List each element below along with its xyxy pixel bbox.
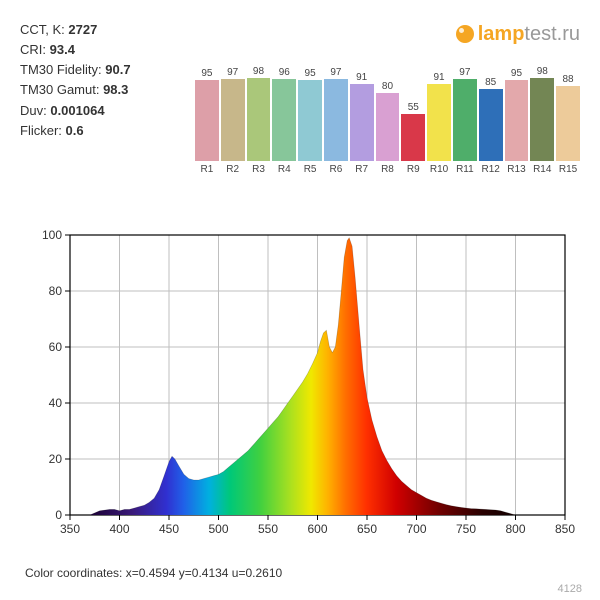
cri-bar xyxy=(401,114,425,161)
svg-text:80: 80 xyxy=(49,284,63,298)
cri-value: 88 xyxy=(562,74,573,85)
cri-value: 85 xyxy=(485,77,496,88)
stat-line: CRI: 93.4 xyxy=(20,40,131,60)
cri-value: 97 xyxy=(330,67,341,78)
cri-bar xyxy=(505,80,529,161)
cri-col-r11: 97 R11 xyxy=(453,67,477,175)
stat-line: CCT, K: 2727 xyxy=(20,20,131,40)
svg-text:100: 100 xyxy=(42,228,62,242)
svg-text:20: 20 xyxy=(49,452,63,466)
svg-text:600: 600 xyxy=(307,522,327,536)
cri-bar xyxy=(247,78,271,161)
cri-bar xyxy=(350,84,374,161)
cri-col-r12: 85 R12 xyxy=(479,77,503,175)
stats-block: CCT, K: 2727CRI: 93.4TM30 Fidelity: 90.7… xyxy=(20,20,131,141)
cri-value: 96 xyxy=(279,67,290,78)
logo-gray: test.ru xyxy=(524,23,580,46)
cri-value: 80 xyxy=(382,81,393,92)
cri-col-r5: 95 R5 xyxy=(298,68,322,175)
cri-bar xyxy=(453,79,477,161)
cri-col-r10: 91 R10 xyxy=(427,72,451,175)
cri-bar xyxy=(272,79,296,161)
cri-col-r8: 80 R8 xyxy=(376,81,400,175)
svg-text:40: 40 xyxy=(49,396,63,410)
color-coordinates: Color coordinates: x=0.4594 y=0.4134 u=0… xyxy=(25,566,282,580)
cri-value: 98 xyxy=(537,66,548,77)
cri-bar xyxy=(221,79,245,161)
cri-value: 95 xyxy=(201,68,212,79)
stat-line: TM30 Fidelity: 90.7 xyxy=(20,60,131,80)
cri-label: R11 xyxy=(456,164,474,175)
cri-bar xyxy=(298,80,322,161)
cri-col-r14: 98 R14 xyxy=(530,66,554,175)
cri-bar xyxy=(376,93,400,161)
cri-bar xyxy=(479,89,503,161)
cri-bar xyxy=(530,78,554,161)
cri-value: 55 xyxy=(408,102,419,113)
cri-value: 91 xyxy=(356,72,367,83)
svg-text:700: 700 xyxy=(406,522,426,536)
sample-id: 4128 xyxy=(558,583,582,595)
cri-label: R14 xyxy=(533,164,551,175)
cri-col-r9: 55 R9 xyxy=(401,102,425,175)
svg-text:0: 0 xyxy=(55,508,62,522)
cri-label: R4 xyxy=(278,164,291,175)
svg-text:500: 500 xyxy=(208,522,228,536)
cri-value: 97 xyxy=(459,67,470,78)
stat-line: Duv: 0.001064 xyxy=(20,101,131,121)
cri-value: 98 xyxy=(253,66,264,77)
cri-col-r7: 91 R7 xyxy=(350,72,374,175)
cri-col-r1: 95 R1 xyxy=(195,68,219,175)
svg-text:850: 850 xyxy=(555,522,575,536)
cri-bar-chart: 95 R1 97 R2 98 R3 96 R4 95 R5 97 R6 91 R7 80 R8 55 R9 91 R1… xyxy=(195,60,580,175)
logo: lamptest.ru xyxy=(456,20,580,48)
spectrum-chart: 0 20 40 60 80 100 350 400 450 500 550 600 650 700 750 8… xyxy=(25,225,580,545)
cri-label: R8 xyxy=(381,164,394,175)
cri-col-r15: 88 R15 xyxy=(556,74,580,175)
cri-label: R5 xyxy=(304,164,317,175)
cri-label: R12 xyxy=(481,164,499,175)
cri-col-r13: 95 R13 xyxy=(505,68,529,175)
cri-col-r6: 97 R6 xyxy=(324,67,348,175)
logo-orange: lamp xyxy=(478,23,525,46)
cri-label: R1 xyxy=(201,164,214,175)
stat-line: TM30 Gamut: 98.3 xyxy=(20,80,131,100)
cri-label: R2 xyxy=(226,164,239,175)
cri-bar xyxy=(324,79,348,161)
cri-label: R15 xyxy=(559,164,577,175)
cri-bar xyxy=(195,80,219,161)
cri-bar xyxy=(427,84,451,161)
cri-label: R10 xyxy=(430,164,448,175)
cri-value: 95 xyxy=(511,68,522,79)
cri-bar xyxy=(556,86,580,161)
cri-label: R7 xyxy=(355,164,368,175)
svg-text:800: 800 xyxy=(505,522,525,536)
cri-value: 95 xyxy=(305,68,316,79)
svg-text:450: 450 xyxy=(159,522,179,536)
bulb-icon xyxy=(456,25,474,43)
cri-label: R13 xyxy=(507,164,525,175)
svg-text:650: 650 xyxy=(357,522,377,536)
cri-label: R9 xyxy=(407,164,420,175)
cri-col-r3: 98 R3 xyxy=(247,66,271,175)
svg-text:350: 350 xyxy=(60,522,80,536)
svg-text:400: 400 xyxy=(109,522,129,536)
cri-col-r4: 96 R4 xyxy=(272,67,296,175)
cri-label: R3 xyxy=(252,164,265,175)
cri-value: 91 xyxy=(434,72,445,83)
svg-text:550: 550 xyxy=(258,522,278,536)
cri-label: R6 xyxy=(329,164,342,175)
stat-line: Flicker: 0.6 xyxy=(20,121,131,141)
cri-col-r2: 97 R2 xyxy=(221,67,245,175)
cri-value: 97 xyxy=(227,67,238,78)
svg-text:750: 750 xyxy=(456,522,476,536)
svg-text:60: 60 xyxy=(49,340,63,354)
